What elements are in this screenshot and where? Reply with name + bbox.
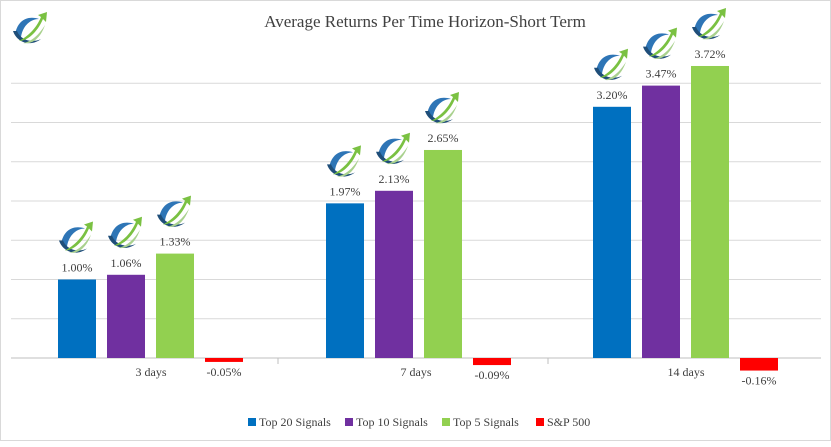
bar bbox=[424, 149, 462, 358]
bar bbox=[740, 358, 778, 371]
data-label: -0.09% bbox=[475, 368, 510, 382]
data-label: 3.20% bbox=[597, 88, 628, 102]
bar bbox=[691, 65, 729, 358]
data-label: 3.47% bbox=[646, 67, 677, 81]
category-label: 14 days bbox=[668, 365, 705, 379]
data-label: 1.06% bbox=[111, 256, 142, 270]
bar bbox=[107, 274, 145, 358]
legend-label: Top 20 Signals bbox=[259, 415, 331, 429]
chart-title: Average Returns Per Time Horizon-Short T… bbox=[264, 12, 586, 31]
gridlines bbox=[11, 82, 821, 364]
category-label: 7 days bbox=[401, 365, 432, 379]
data-label: 3.72% bbox=[695, 47, 726, 61]
data-label: -0.05% bbox=[207, 365, 242, 379]
bar bbox=[156, 253, 194, 358]
legend-swatch bbox=[442, 418, 450, 426]
logo-icon bbox=[59, 221, 93, 253]
logos bbox=[13, 7, 726, 253]
legend-label: Top 10 Signals bbox=[356, 415, 428, 429]
bar bbox=[473, 358, 511, 366]
legend-label: S&P 500 bbox=[547, 415, 590, 429]
logo-icon bbox=[643, 27, 677, 59]
bar bbox=[58, 279, 96, 358]
legend-swatch bbox=[345, 418, 353, 426]
category-label: 3 days bbox=[136, 365, 167, 379]
data-label: 2.65% bbox=[428, 131, 459, 145]
bar bbox=[326, 203, 364, 358]
data-label: 1.00% bbox=[62, 261, 93, 275]
bar bbox=[375, 190, 413, 358]
bar bbox=[205, 358, 243, 362]
logo-icon bbox=[327, 145, 361, 177]
category-labels: 3 days 7 days 14 days bbox=[136, 365, 705, 379]
logo-icon bbox=[108, 216, 142, 249]
data-label: -0.16% bbox=[742, 374, 777, 388]
bars bbox=[58, 65, 778, 371]
logo-icon bbox=[692, 7, 726, 40]
data-labels: 1.00% 1.97% 3.20% 1.06% 2.13% 3.47% 1.33% 2.65%… bbox=[62, 47, 777, 388]
legend-swatch bbox=[536, 418, 544, 426]
logo-icon bbox=[425, 91, 459, 124]
legend-item: S&P 500 bbox=[536, 415, 590, 429]
data-label: 2.13% bbox=[379, 172, 410, 186]
logo-icon bbox=[13, 12, 47, 44]
legend: Top 20 Signals Top 10 Signals Top 5 Signal… bbox=[248, 415, 590, 429]
bar bbox=[593, 106, 631, 358]
bar bbox=[642, 85, 680, 358]
legend-item: Top 10 Signals bbox=[345, 415, 428, 429]
data-label: 1.97% bbox=[330, 184, 361, 198]
logo-icon bbox=[157, 195, 191, 227]
legend-item: Top 5 Signals bbox=[442, 415, 519, 429]
legend-label: Top 5 Signals bbox=[453, 415, 519, 429]
legend-swatch bbox=[248, 418, 256, 426]
logo-icon bbox=[376, 132, 410, 165]
legend-item: Top 20 Signals bbox=[248, 415, 331, 429]
logo-icon bbox=[594, 48, 628, 81]
data-label: 1.33% bbox=[160, 235, 191, 249]
